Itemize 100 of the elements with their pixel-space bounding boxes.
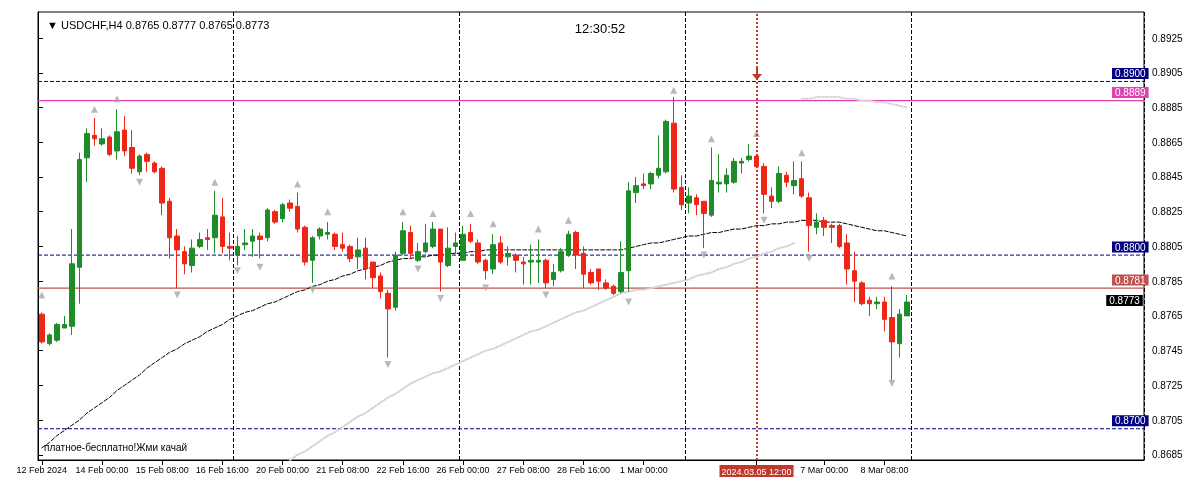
candlestick: [205, 228, 210, 251]
candlestick: [761, 162, 767, 214]
candlestick: [423, 223, 428, 254]
candlestick: [302, 225, 308, 267]
x-tick-label: 7 Mar 00:00: [800, 464, 849, 475]
candlestick: [731, 157, 737, 185]
candlestick: [220, 197, 225, 254]
candlestick: [754, 153, 759, 169]
candlestick: [453, 232, 458, 254]
candlestick: [227, 232, 233, 261]
candlestick: [648, 171, 654, 190]
candlestick: [889, 285, 895, 381]
y-tick-label: 0.8825: [1152, 206, 1184, 218]
candlestick: [265, 207, 270, 242]
candlestick: [152, 160, 157, 174]
candlestick: [325, 221, 330, 240]
candlestick: [430, 221, 436, 249]
x-tick-label: 1 Mar 00:00: [619, 464, 668, 475]
candlestick: [505, 245, 511, 267]
candlestick: [852, 251, 857, 303]
candlestick: [626, 181, 631, 293]
candlestick: [596, 268, 601, 291]
candlestick: [340, 232, 345, 253]
y-tick-label: 0.8725: [1152, 379, 1184, 391]
candlestick: [408, 225, 413, 260]
candlestick: [513, 252, 519, 273]
candlestick: [137, 153, 142, 176]
candlestick: [536, 238, 541, 284]
candlestick: [250, 228, 255, 258]
y-tick-label: 0.8905: [1152, 67, 1184, 79]
candlestick: [167, 197, 172, 260]
candlestick: [92, 117, 97, 147]
x-tick-label: 21 Feb 08:00: [316, 464, 370, 475]
x-tick-label: 27 Feb 08:00: [496, 464, 550, 475]
candlestick: [347, 244, 353, 263]
candlestick: [189, 238, 195, 273]
y-tick-label: 0.8865: [1152, 136, 1184, 148]
point: [707, 135, 715, 143]
candlestick: [317, 226, 323, 240]
candlestick: [370, 261, 376, 289]
candlestick: [821, 216, 827, 237]
candlestick: [897, 308, 902, 359]
point: [534, 225, 542, 233]
candlestick: [174, 228, 180, 289]
x-tick-label: 14 Feb 00:00: [75, 464, 129, 475]
y-tick-label: 0.8885: [1152, 102, 1184, 113]
point: [211, 178, 219, 186]
candlestick: [806, 192, 812, 253]
candlestick: [498, 235, 503, 265]
candlestick: [814, 212, 819, 235]
point: [233, 267, 241, 275]
candlestick: [363, 237, 368, 280]
candlestick: [859, 280, 865, 306]
candlestick: [272, 209, 278, 225]
candlestick: [438, 228, 443, 293]
point: [625, 298, 633, 306]
candlestick: [791, 160, 797, 195]
candlestick: [490, 233, 496, 275]
ref-line-label: 0.8800: [1115, 241, 1147, 253]
y-tick-label: 0.8765: [1152, 310, 1184, 322]
candlestick: [99, 127, 105, 147]
candlestick: [528, 244, 534, 286]
candlestick: [235, 235, 240, 267]
candlestick: [904, 294, 910, 317]
candlestick: [332, 232, 338, 251]
candlestick: [701, 200, 707, 249]
candlestick: [355, 237, 361, 270]
candlestick: [257, 232, 263, 260]
candlestick: [197, 232, 203, 249]
candlestick: [603, 278, 609, 291]
candlestick: [656, 134, 661, 180]
candlestick: [114, 108, 120, 161]
candlestick: [400, 221, 406, 256]
y-tick-label: 0.8925: [1152, 32, 1184, 44]
candlestick: [280, 202, 285, 223]
candlestick: [521, 256, 526, 286]
point: [256, 263, 264, 271]
x-tick-label: 8 Mar 08:00: [860, 464, 909, 475]
candlestick: [874, 296, 880, 310]
point: [414, 265, 422, 273]
candlestick: [663, 119, 669, 174]
candlestick: [566, 230, 571, 258]
x-tick-label: 2024.03.05 12:00: [721, 466, 792, 477]
candlestick: [84, 127, 90, 183]
annotation: платное-бесплатно!Жми качай: [44, 441, 188, 453]
candlestick: [69, 228, 75, 336]
candlestick: [483, 258, 488, 280]
candlestick: [122, 115, 127, 157]
candlestick: [378, 271, 383, 300]
candlestick: [310, 235, 315, 284]
point: [888, 380, 896, 388]
annotation: 12:30:52: [574, 21, 626, 36]
point: [309, 286, 317, 294]
candlestick: [739, 157, 744, 174]
candlestick: [54, 322, 60, 343]
candlestick: [475, 238, 481, 265]
ref-line-label: 0.8889: [1115, 87, 1147, 99]
candlestick: [844, 233, 850, 286]
candlestick: [882, 296, 887, 332]
candlestick: [686, 186, 692, 214]
